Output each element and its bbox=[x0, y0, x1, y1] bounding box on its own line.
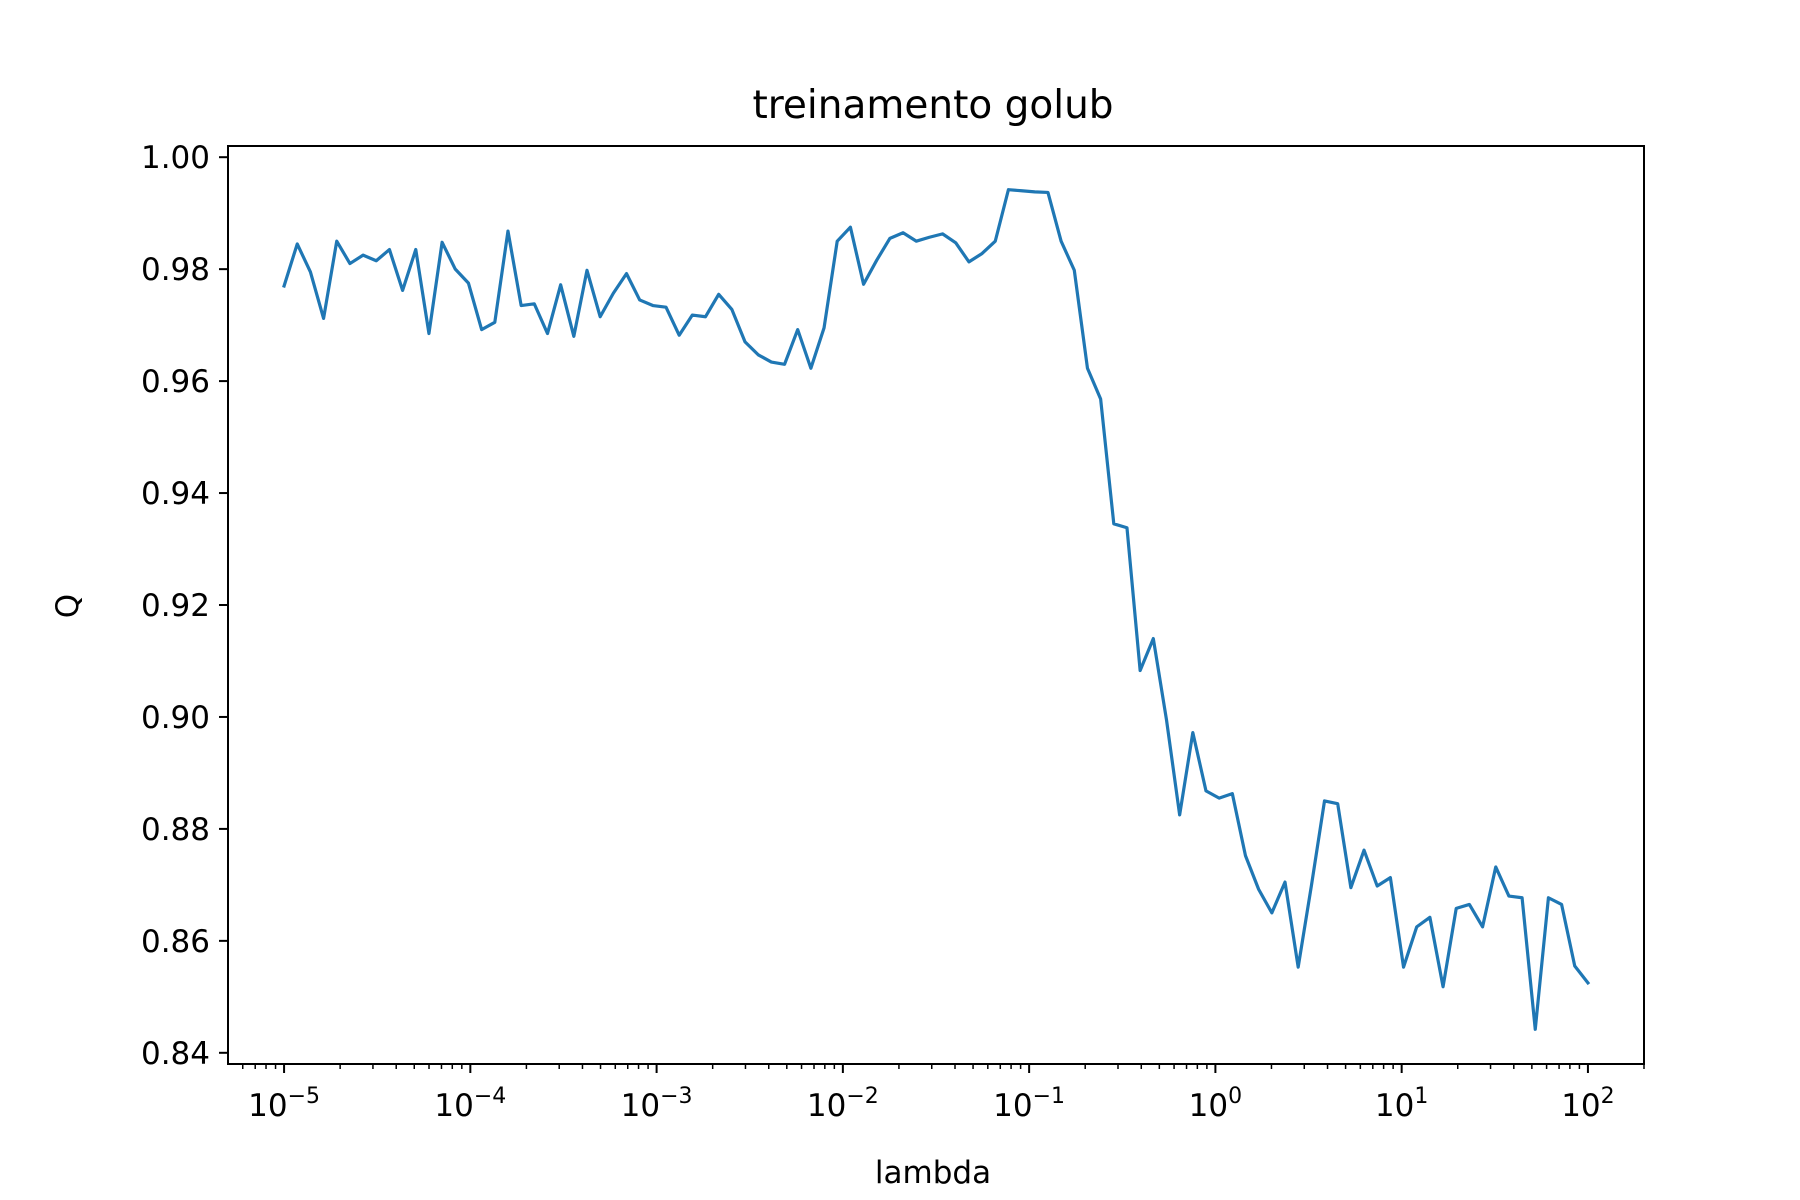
y-tick-label: 0.94 bbox=[141, 476, 210, 512]
y-tick-label: 0.84 bbox=[141, 1036, 210, 1072]
y-axis: 0.84 0.86 0.88 0.90 0.92 0.94 0.96 0.98 1.00 bbox=[141, 140, 228, 1072]
y-tick-label: 1.00 bbox=[141, 140, 210, 176]
x-tick-label: 10−3 bbox=[621, 1084, 693, 1124]
x-tick-label: 10−4 bbox=[434, 1084, 506, 1124]
x-tick-label: 10−5 bbox=[248, 1084, 320, 1124]
y-tick-label: 0.92 bbox=[141, 588, 210, 624]
y-tick-label: 0.86 bbox=[141, 924, 210, 960]
x-tick-label: 10−2 bbox=[807, 1084, 879, 1124]
y-tick-label: 0.98 bbox=[141, 252, 210, 288]
y-axis-title: Q bbox=[50, 594, 86, 618]
series-layer bbox=[282, 188, 1591, 1031]
x-axis: 10−5 10−4 10−3 10−2 10−1 100 101 102 bbox=[241, 1064, 1645, 1124]
x-tick-label: 101 bbox=[1375, 1084, 1428, 1124]
y-tick-label: 0.90 bbox=[141, 700, 210, 736]
series-line-0 bbox=[282, 188, 1591, 1031]
y-tick-label: 0.96 bbox=[141, 364, 210, 400]
chart-title: treinamento golub bbox=[752, 83, 1113, 128]
x-tick-label: 10−1 bbox=[993, 1084, 1065, 1124]
x-axis-title: lambda bbox=[875, 1155, 991, 1191]
y-tick-label: 0.88 bbox=[141, 812, 210, 848]
x-tick-label: 100 bbox=[1189, 1084, 1242, 1124]
x-tick-label: 102 bbox=[1561, 1084, 1614, 1124]
